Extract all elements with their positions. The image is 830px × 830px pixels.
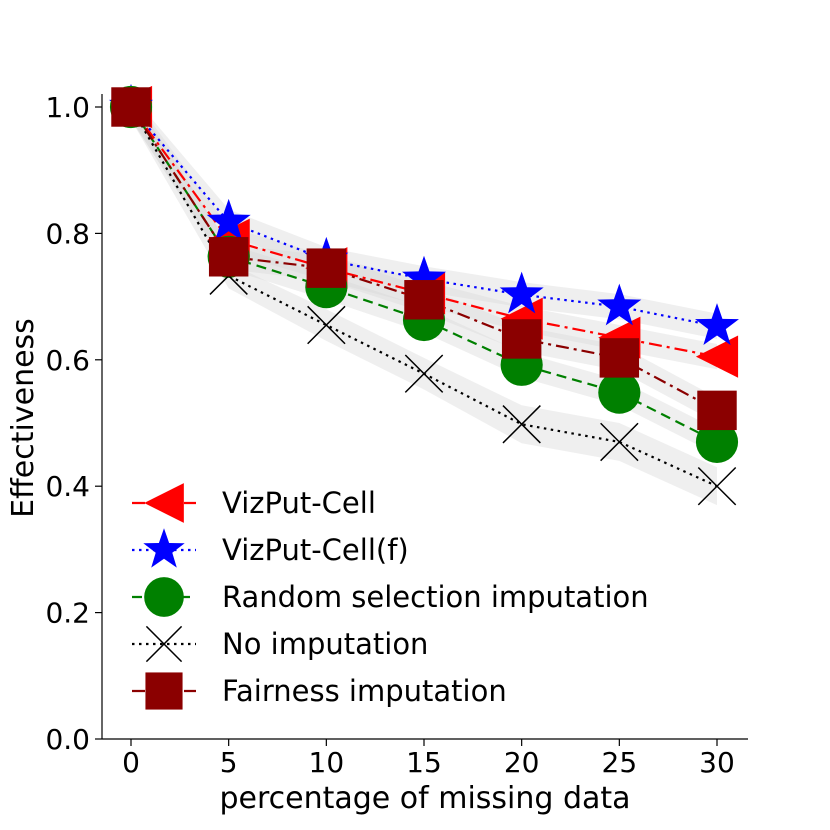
legend-label: VizPut-Cell: [222, 486, 376, 520]
y-tick-label: 0.6: [45, 344, 90, 377]
no-imputation-point: [502, 405, 541, 444]
legend-marker: [145, 672, 183, 710]
vizput-cell-point: [695, 335, 739, 378]
no-imputation-point: [307, 305, 346, 345]
random-selection-imputation-point: [695, 420, 739, 464]
legend-item-random-selection-imputation[interactable]: Random selection imputation: [132, 577, 649, 617]
no-imputation-point: [697, 466, 737, 506]
fairness-imputation-point: [599, 338, 640, 378]
fairness-imputation-point: [501, 319, 542, 359]
no-imputation-point: [600, 422, 639, 462]
x-tick-label: 25: [602, 746, 638, 779]
vizput-cell-f-point: [206, 198, 251, 241]
series-markers: [109, 83, 739, 506]
legend-marker: [144, 483, 184, 523]
random-selection-imputation-point: [598, 371, 641, 414]
fairness-imputation-point: [697, 390, 737, 431]
y-tick-label: 0.4: [45, 470, 90, 503]
legend-item-vizput-cell-f[interactable]: VizPut-Cell(f): [132, 528, 409, 568]
y-tick-label: 0.2: [45, 597, 90, 630]
vizput-cell-f-point: [695, 303, 739, 346]
y-tick-label: 1.0: [45, 91, 90, 124]
x-tick-label: 10: [309, 746, 345, 779]
legend-label: Random selection imputation: [222, 580, 649, 614]
fairness-imputation-band: [131, 94, 717, 424]
legend-item-vizput-cell[interactable]: VizPut-Cell: [132, 483, 376, 523]
legend[interactable]: VizPut-Cell VizPut-Cell(f) Random selectio…: [132, 483, 649, 710]
y-tick-label: 0.8: [45, 217, 90, 250]
vizput-cell-f-point: [597, 283, 642, 326]
no-imputation-point: [404, 354, 444, 393]
x-axis-label: percentage of missing data: [219, 781, 630, 816]
x-tick-label: 0: [122, 746, 140, 779]
legend-label: Fairness imputation: [222, 674, 507, 708]
legend-marker: [144, 577, 184, 617]
legend-label: No imputation: [222, 627, 428, 661]
no-imputation-band: [131, 94, 717, 506]
y-tick-label: 0.0: [45, 723, 90, 756]
fairness-imputation-point: [306, 248, 347, 288]
axes: [101, 94, 748, 740]
legend-label: VizPut-Cell(f): [222, 533, 409, 567]
legend-item-fairness-imputation[interactable]: Fairness imputation: [132, 672, 507, 710]
x-tick-label: 20: [504, 746, 540, 779]
ticks: 0 5 10 15 20 25 30 0.0 0.2 0.4 0.6 0.8 1.0: [45, 91, 734, 779]
vizput-cell-f-point: [402, 255, 446, 298]
x-tick-label: 5: [220, 746, 238, 779]
legend-marker: [145, 625, 183, 663]
legend-item-no-imputation[interactable]: No imputation: [132, 625, 428, 663]
fairness-imputation-point: [404, 280, 444, 320]
vizput-cell-band: [131, 94, 717, 370]
legend-marker: [143, 528, 185, 568]
vizput-cell-f-point: [499, 271, 544, 314]
fairness-imputation-point: [111, 87, 151, 127]
x-tick-label: 30: [699, 746, 735, 779]
x-tick-label: 15: [406, 746, 442, 779]
fairness-imputation-point: [208, 237, 249, 277]
y-axis-label: Effectiveness: [6, 318, 41, 518]
